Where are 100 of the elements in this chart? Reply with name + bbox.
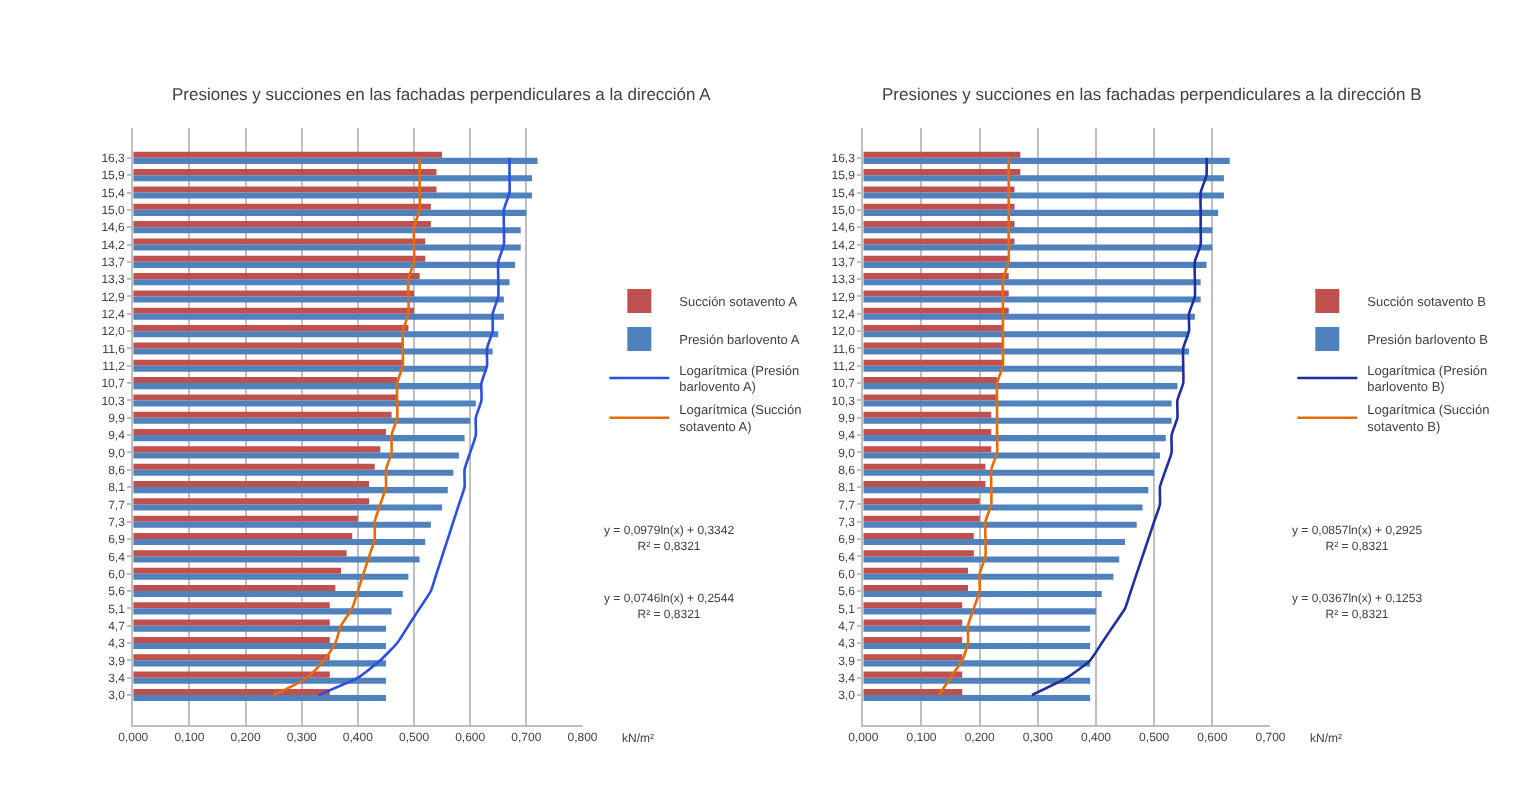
- bar: [133, 394, 398, 401]
- bar: [133, 290, 415, 297]
- bar: [133, 365, 488, 372]
- bar: [863, 325, 1003, 332]
- bar: [863, 383, 1178, 390]
- bar: [863, 261, 1207, 268]
- bar: [133, 608, 392, 615]
- bar: [863, 169, 1021, 176]
- bar: [133, 481, 370, 488]
- bar: [133, 151, 443, 158]
- bar: [863, 279, 1201, 286]
- bar: [133, 400, 476, 407]
- bar: [863, 221, 1015, 228]
- bar: [133, 359, 403, 366]
- bar: [133, 157, 538, 164]
- bar: [863, 342, 1003, 349]
- bar: [863, 677, 1091, 684]
- bar: [863, 186, 1015, 193]
- bar: [133, 435, 465, 442]
- bar: [863, 411, 992, 418]
- bar: [863, 654, 963, 661]
- bar: [133, 331, 499, 338]
- bar: [133, 203, 431, 210]
- bar: [863, 591, 1102, 598]
- bar: [863, 688, 963, 695]
- bar: [863, 175, 1224, 182]
- bar: [133, 515, 358, 522]
- chart-title: Presiones y succiones en las fachadas perpendiculares a la dirección B: [882, 84, 1423, 104]
- bar: [863, 348, 1190, 355]
- bar: [133, 411, 392, 418]
- bar: [863, 307, 1009, 314]
- bar: [863, 313, 1195, 320]
- bar: [863, 469, 1155, 476]
- bar: [863, 429, 992, 436]
- bar: [863, 671, 963, 678]
- bar: [133, 342, 403, 349]
- bar: [133, 591, 403, 598]
- bar: [863, 602, 963, 609]
- bar: [133, 192, 532, 199]
- bar: [133, 227, 521, 234]
- bar: [133, 550, 347, 557]
- bar: [863, 619, 963, 626]
- bar: [133, 556, 420, 563]
- bar: [133, 463, 375, 470]
- bar: [133, 221, 431, 228]
- bar: [133, 244, 521, 251]
- bar: [863, 636, 963, 644]
- bar: [863, 625, 1091, 632]
- bar: [133, 446, 381, 453]
- bar: [863, 660, 1091, 667]
- bar: [863, 515, 980, 522]
- bar: [863, 452, 1160, 459]
- bar: [863, 533, 974, 540]
- bar: [863, 481, 986, 488]
- bar: [133, 660, 386, 667]
- bar: [133, 539, 426, 546]
- bar: [863, 209, 1219, 216]
- bar: [863, 203, 1015, 210]
- bar: [863, 695, 1091, 702]
- bar: [133, 619, 330, 626]
- bar: [133, 175, 532, 182]
- bar: [133, 487, 448, 494]
- bar: [133, 348, 493, 355]
- bar: [863, 643, 1091, 650]
- bar: [133, 533, 353, 540]
- bar: [863, 238, 1015, 245]
- bar: [863, 550, 974, 557]
- bar: [863, 556, 1120, 563]
- bar: [133, 279, 510, 286]
- bar: [133, 209, 527, 216]
- bar: [133, 504, 443, 511]
- bar: [863, 394, 998, 401]
- bar: [133, 417, 471, 424]
- bar: [133, 688, 330, 695]
- bar: [863, 331, 1190, 338]
- bar: [133, 273, 420, 280]
- bar: [133, 671, 330, 678]
- bar: [863, 151, 1021, 158]
- bar: [133, 383, 482, 390]
- bar: [863, 273, 1009, 280]
- bar: [863, 567, 968, 574]
- bar: [863, 296, 1201, 303]
- bar: [863, 521, 1137, 528]
- bar: [863, 584, 968, 592]
- bar: [133, 584, 336, 592]
- bar: [133, 602, 330, 609]
- bar: [133, 186, 437, 193]
- bar: [863, 290, 1009, 297]
- bar: [863, 359, 1003, 366]
- bar: [133, 677, 386, 684]
- bar: [863, 244, 1213, 251]
- bar: [133, 255, 426, 262]
- bar: [863, 435, 1166, 442]
- bar: [133, 567, 342, 574]
- bar: [863, 192, 1224, 199]
- bar: [133, 636, 330, 644]
- bar: [863, 400, 1172, 407]
- bar: [863, 487, 1149, 494]
- bar: [133, 169, 437, 176]
- bar: [133, 625, 386, 632]
